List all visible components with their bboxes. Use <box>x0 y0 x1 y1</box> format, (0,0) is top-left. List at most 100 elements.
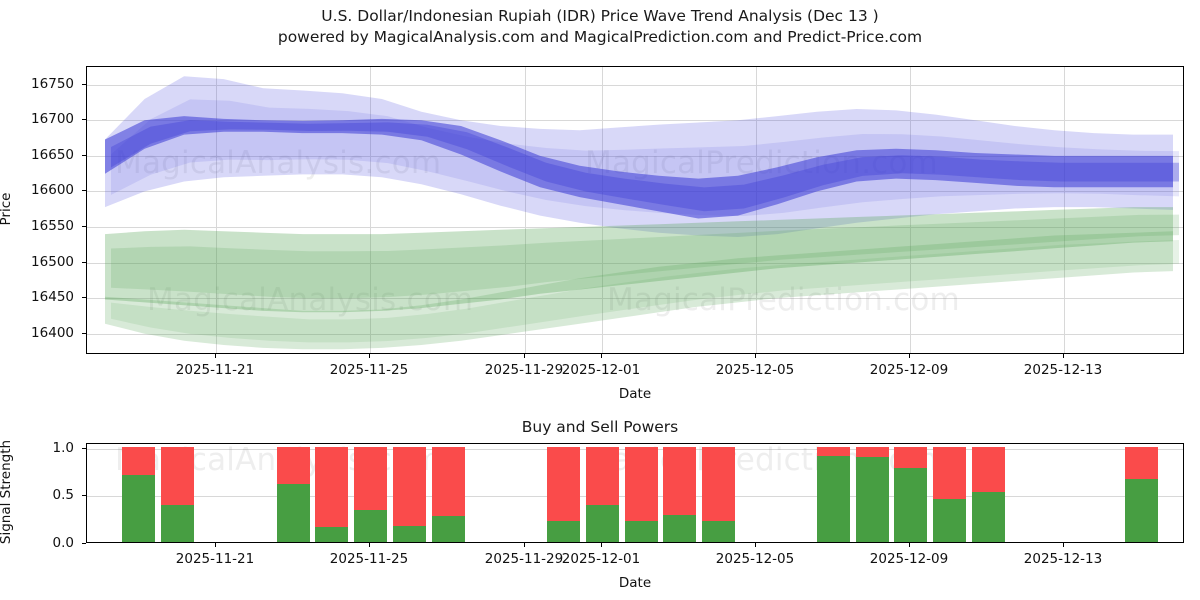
price-x-tickmark <box>601 354 602 358</box>
power-x-tick: 2025-11-25 <box>329 551 409 567</box>
power-x-tick: 2025-11-21 <box>175 551 255 567</box>
power-bar[interactable] <box>585 446 619 542</box>
price-x-tickmark <box>755 354 756 358</box>
sell-power-segment <box>816 446 850 457</box>
power-x-tickmark <box>215 543 216 547</box>
price-y-tick: 16500 <box>31 253 74 270</box>
power-x-tickmark <box>369 543 370 547</box>
gridline-vertical <box>1064 67 1065 353</box>
price-band-inner-2 <box>111 214 1179 299</box>
page-subtitle: powered by MagicalAnalysis.com and Magic… <box>277 28 923 46</box>
buy-power-segment <box>160 504 194 542</box>
power-bar[interactable] <box>353 446 387 542</box>
page-title: U.S. Dollar/Indonesian Rupiah (IDR) Pric… <box>321 7 879 25</box>
power-x-tick: 2025-12-09 <box>869 551 949 567</box>
price-x-tick: 2025-11-21 <box>175 362 255 378</box>
sell-power-segment <box>971 446 1005 492</box>
power-x-tickmark <box>1063 543 1064 547</box>
buy-power-segment <box>1124 479 1158 542</box>
price-y-tick: 16750 <box>31 75 74 92</box>
sell-power-segment <box>855 446 889 458</box>
buy-power-segment <box>816 456 850 542</box>
price-y-tick: 16650 <box>31 146 74 163</box>
gridline-horizontal <box>87 227 1183 228</box>
price-wave-bands <box>105 76 1179 350</box>
price-x-tickmark <box>909 354 910 358</box>
gridline-horizontal <box>87 155 1183 157</box>
price-y-tick: 16600 <box>31 182 74 199</box>
power-bar[interactable] <box>314 446 348 542</box>
power-chart-title: Buy and Sell Powers <box>521 418 679 436</box>
price-y-tickmark <box>82 297 86 299</box>
power-bar[interactable] <box>855 446 889 542</box>
power-bar[interactable] <box>392 446 426 542</box>
sell-power-segment <box>585 446 619 505</box>
buy-power-segment <box>585 504 619 542</box>
power-y-tickmark <box>82 447 86 449</box>
gridline-vertical <box>216 67 217 353</box>
power-bar[interactable] <box>160 446 194 542</box>
price-band-1 <box>105 116 1173 219</box>
price-y-tickmark <box>82 190 86 192</box>
sell-power-segment <box>701 446 735 522</box>
power-bar[interactable] <box>431 446 465 542</box>
power-y-tickmark <box>82 495 86 497</box>
gridline-vertical <box>370 67 371 353</box>
gridline-horizontal <box>87 84 1183 86</box>
price-y-tick: 16400 <box>31 324 74 341</box>
power-bar[interactable] <box>276 446 310 542</box>
price-y-tickmark <box>82 154 86 156</box>
sell-power-segment <box>276 446 310 484</box>
sell-power-segment <box>160 446 194 505</box>
price-band-inner-1 <box>111 120 1179 212</box>
power-bar[interactable] <box>662 446 696 542</box>
price-y-tickmark <box>82 261 86 263</box>
power-bar[interactable] <box>546 446 580 542</box>
price-band-0 <box>105 76 1173 237</box>
price-x-tickmark <box>369 354 370 358</box>
buy-power-segment <box>624 521 658 542</box>
power-x-tickmark <box>755 543 756 547</box>
power-x-axis-label: Date <box>618 575 652 591</box>
power-x-tickmark <box>524 543 525 547</box>
power-x-tickmark <box>601 543 602 547</box>
buy-power-segment <box>276 483 310 542</box>
gridline-vertical <box>525 67 526 353</box>
price-y-tickmark <box>82 83 86 85</box>
power-y-tickmark <box>82 543 86 544</box>
power-x-tick: 2025-12-01 <box>561 551 641 567</box>
power-bar[interactable] <box>701 446 735 542</box>
price-x-tick: 2025-11-25 <box>329 362 409 378</box>
power-y-tick: 0.0 <box>52 535 74 551</box>
price-x-tick: 2025-11-29 <box>484 362 564 378</box>
gridline-vertical <box>602 67 603 353</box>
price-y-tickmark <box>82 332 86 334</box>
power-bar[interactable] <box>971 446 1005 542</box>
buy-power-segment <box>353 509 387 542</box>
price-x-tick: 2025-12-13 <box>1023 362 1103 378</box>
power-bar[interactable] <box>932 446 966 542</box>
price-x-tickmark <box>215 354 216 358</box>
buy-power-segment <box>701 521 735 542</box>
gridline-horizontal <box>87 262 1183 264</box>
price-plot-area: MagicalAnalysis.com MagicalPrediction.com… <box>86 66 1184 354</box>
power-bar[interactable] <box>1124 446 1158 542</box>
gridline-horizontal <box>87 120 1183 122</box>
power-bar[interactable] <box>121 446 155 542</box>
buy-power-segment <box>932 499 966 542</box>
power-bar[interactable] <box>816 446 850 542</box>
price-x-tickmark <box>524 354 525 358</box>
sell-power-segment <box>431 446 465 517</box>
price-y-tick: 16550 <box>31 218 74 234</box>
chart-title-block: U.S. Dollar/Indonesian Rupiah (IDR) Pric… <box>0 6 1200 48</box>
power-bar[interactable] <box>624 446 658 542</box>
power-bar[interactable] <box>893 446 927 542</box>
price-band-2 <box>105 207 1173 313</box>
buy-power-segment <box>392 525 426 542</box>
price-x-tickmark <box>1063 354 1064 358</box>
sell-power-segment <box>624 446 658 522</box>
price-y-tickmark <box>82 119 86 121</box>
gridline-vertical <box>910 67 911 353</box>
buy-power-segment <box>893 467 927 542</box>
